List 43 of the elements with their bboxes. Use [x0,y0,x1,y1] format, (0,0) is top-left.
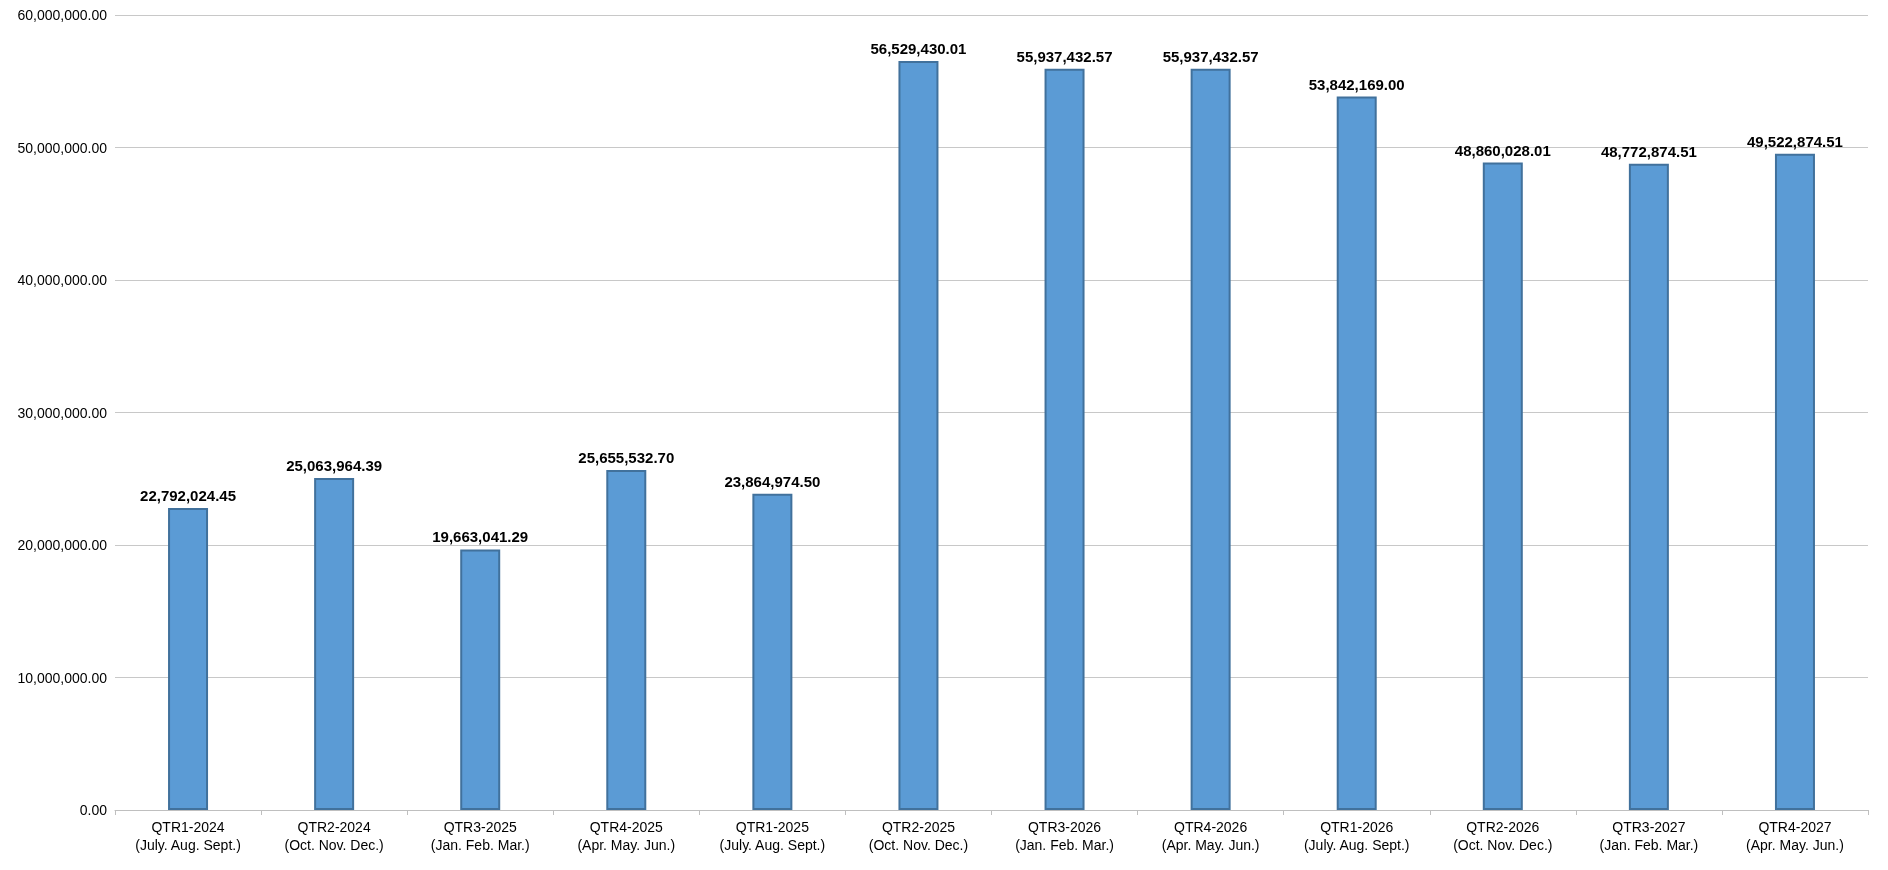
y-tick-label: 20,000,000.00 [17,537,108,553]
data-label: 53,842,169.00 [1308,75,1405,93]
bar [1628,163,1669,810]
bar [460,549,501,810]
bar [1190,68,1231,810]
x-tick-label: QTR3-2025 (Jan. Feb. Mar.) [430,819,530,853]
x-tick-label: QTR3-2027 (Jan. Feb. Mar.) [1599,819,1699,853]
bar [1482,162,1523,810]
y-tick-label: 50,000,000.00 [17,139,108,156]
bar [1336,96,1377,810]
x-tick-label: QTR2-2024 (Oct. Nov. Dec.) [284,819,384,853]
data-label: 25,655,532.70 [578,449,675,467]
y-tick-label: 0.00 [79,802,108,818]
data-label: 25,063,964.39 [286,456,383,474]
x-tick-label: QTR4-2027 (Apr. May. Jun.) [1746,819,1844,853]
bar [898,60,939,810]
bar [606,470,647,810]
data-label: 49,522,874.51 [1746,132,1843,150]
data-label: 19,663,041.29 [432,528,529,546]
x-tick-label: QTR2-2026 (Oct. Nov. Dec.) [1453,819,1553,853]
x-tick-label: QTR1-2024 (July. Aug. Sept.) [135,819,241,853]
bar [168,508,209,810]
bar [752,493,793,810]
x-tick-label: QTR4-2026 (Apr. May. Jun.) [1161,819,1260,853]
data-label: 23,864,974.50 [724,472,821,490]
x-tick-label: QTR3-2026 (Jan. Feb. Mar.) [1015,819,1114,853]
y-tick-label: 10,000,000.00 [17,669,108,686]
data-label: 22,792,024.45 [140,487,237,505]
x-tick-label: QTR1-2026 (July. Aug. Sept.) [1303,819,1410,853]
y-tick-label: 30,000,000.00 [17,404,108,421]
y-tick-label: 40,000,000.00 [17,272,108,288]
x-tick-label: QTR1-2025 (July. Aug. Sept.) [719,819,826,853]
data-label: 48,860,028.01 [1454,141,1551,159]
bar [1774,153,1815,810]
data-label: 55,937,432.57 [1162,47,1259,65]
data-label: 56,529,430.01 [870,39,967,57]
data-label: 55,937,432.57 [1016,47,1113,65]
x-tick-label: QTR2-2025 (Oct. Nov. Dec.) [868,819,969,853]
data-label: 48,772,874.51 [1600,142,1697,160]
bar [1044,68,1085,810]
x-tick-label: QTR4-2025 (Apr. May. Jun.) [577,819,676,853]
bar [314,477,355,810]
y-tick-label: 60,000,000.00 [17,7,108,23]
